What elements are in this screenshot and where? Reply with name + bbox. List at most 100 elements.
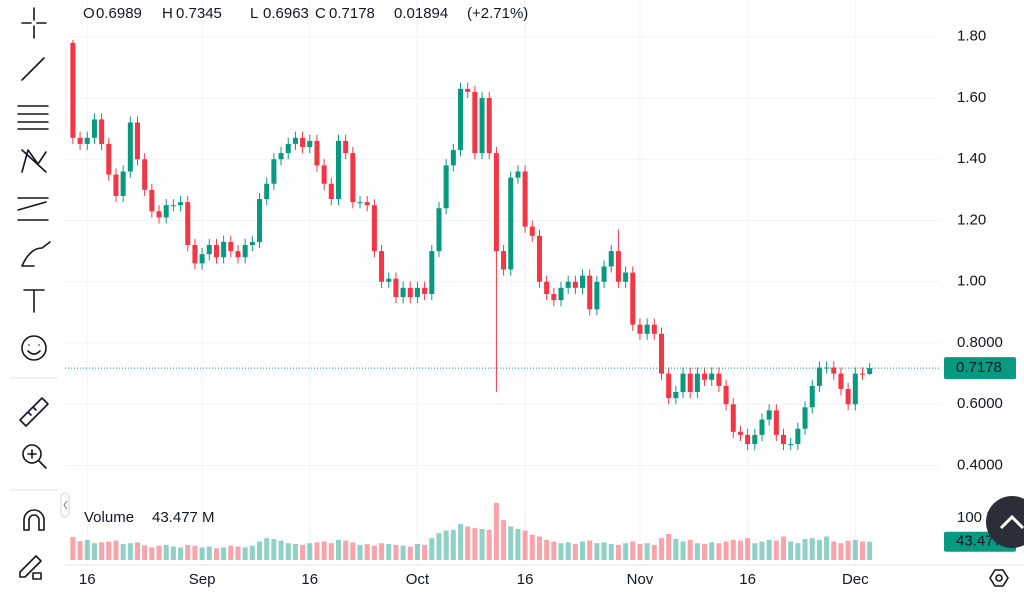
lock-tool[interactable] — [19, 555, 42, 580]
volume-bar — [257, 541, 263, 560]
candle-body — [788, 444, 794, 446]
candle-body — [429, 251, 435, 294]
candle-body — [859, 373, 865, 375]
volume-bar — [594, 543, 600, 560]
candle-body — [465, 88, 471, 92]
y-tick-label: 1.20 — [957, 211, 986, 228]
change-value: 0.01894 — [394, 5, 448, 22]
candle-body — [565, 281, 571, 288]
volume-bar — [479, 528, 485, 560]
candle-body — [759, 419, 765, 435]
volume-bar — [673, 539, 679, 560]
volume-bar — [393, 544, 399, 560]
candle-body — [149, 189, 155, 212]
candle-body — [615, 251, 621, 282]
candle-body — [601, 266, 607, 282]
candle-body — [544, 281, 550, 294]
volume-bar — [709, 542, 715, 560]
volume-bar — [400, 545, 406, 560]
zoom-tool[interactable] — [22, 444, 42, 464]
volume-bar — [170, 546, 176, 560]
volume-bar — [142, 545, 148, 560]
volume-bar — [386, 544, 392, 560]
candle-body — [658, 333, 665, 374]
candle-body — [709, 373, 715, 380]
candle-body — [594, 281, 600, 310]
candle-body — [781, 434, 787, 445]
candle-body — [99, 119, 105, 144]
candle-body — [450, 150, 456, 166]
volume-bar — [730, 539, 736, 560]
candle-body — [536, 235, 542, 282]
ohlc-letter: L — [250, 5, 258, 22]
volume-title: Volume — [84, 509, 134, 526]
candle-body — [680, 373, 686, 392]
candle-body — [371, 205, 377, 252]
candle-body — [795, 428, 801, 445]
ohlc-value: 0.7178 — [329, 5, 375, 22]
volume-bar — [371, 545, 377, 560]
volume-bar — [91, 543, 97, 560]
candle-body — [235, 251, 241, 258]
volume-bar — [702, 544, 708, 560]
crosshair-tool[interactable] — [21, 7, 47, 39]
collapse-button[interactable] — [60, 492, 70, 518]
candle-body — [852, 373, 858, 405]
volume-bar — [328, 543, 334, 560]
candle-body — [644, 324, 650, 334]
ohlc-value: 0.7345 — [176, 5, 222, 22]
candle-body — [285, 143, 291, 154]
candle-body — [393, 278, 399, 298]
y-tick-label: 1.00 — [957, 273, 986, 290]
candle-body — [702, 373, 708, 380]
candle-body — [127, 122, 133, 172]
x-tick-label: 16 — [739, 571, 756, 588]
y-tick-label: 0.4000 — [957, 456, 1003, 473]
fib-tool[interactable] — [17, 105, 49, 130]
candle-body — [802, 407, 808, 429]
volume-bar — [536, 536, 542, 560]
emoji-tool[interactable] — [21, 335, 47, 361]
volume-bar — [271, 539, 277, 560]
y-tick-label: 1.80 — [957, 28, 986, 45]
candle-body — [580, 275, 586, 288]
volume-bar — [178, 547, 184, 560]
volume-bar — [788, 541, 794, 560]
volume-bar — [845, 540, 851, 560]
volume-bar — [379, 543, 385, 560]
candle-body — [134, 122, 141, 160]
candle-body — [687, 373, 693, 392]
volume-bar — [221, 547, 227, 560]
brush-tool[interactable] — [21, 241, 51, 267]
x-tick-label: 16 — [517, 571, 534, 588]
text-tool[interactable] — [23, 289, 45, 313]
volume-bar — [630, 541, 636, 560]
settings-button[interactable] — [989, 569, 1009, 587]
volume-bar — [465, 526, 471, 560]
candle-body — [70, 42, 76, 138]
scroll-arrow — [999, 514, 1024, 530]
pattern-tool[interactable] — [21, 149, 47, 173]
volume-bar — [745, 538, 751, 560]
line-tool[interactable] — [21, 57, 45, 81]
volume-bar — [809, 538, 815, 560]
volume-bar — [134, 542, 141, 560]
candle-body — [737, 431, 743, 435]
candle-body — [515, 171, 521, 178]
magnet-tool[interactable] — [23, 509, 45, 531]
volume-bar — [192, 545, 198, 560]
x-tick-label: Nov — [627, 571, 654, 588]
volume-bar — [156, 545, 162, 560]
candle-body — [651, 324, 657, 334]
candle-body — [716, 373, 722, 386]
volume-bar — [84, 539, 90, 560]
candle-body — [357, 202, 363, 204]
candle-body — [213, 245, 219, 258]
candle-body — [77, 137, 83, 144]
volume-bar — [737, 540, 743, 560]
ruler-tool[interactable] — [19, 397, 49, 427]
volume-bar — [443, 530, 449, 560]
forecast-tool[interactable] — [17, 197, 49, 221]
candle-body — [587, 275, 593, 310]
volume-bar — [867, 541, 873, 560]
